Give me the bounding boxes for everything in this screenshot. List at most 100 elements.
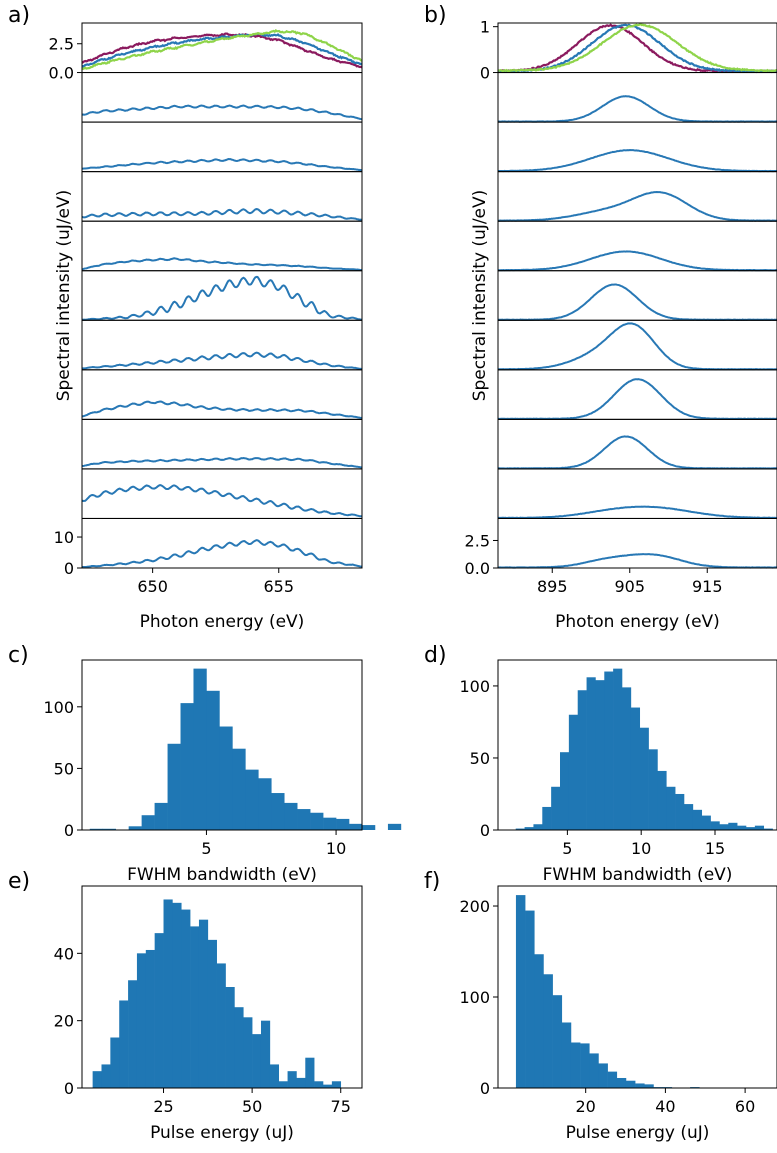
- x-axis-label: Photon energy (eV): [140, 612, 305, 632]
- spectrum-line: [81, 456, 363, 469]
- histogram-bar: [533, 824, 543, 830]
- histogram-bar: [207, 939, 217, 1088]
- y-tick-label: 50: [54, 759, 74, 778]
- panel-letter-d: d): [424, 643, 447, 668]
- spectrum-subplot: 01: [480, 18, 777, 83]
- histogram-bar: [754, 825, 765, 830]
- subplot-frame: [497, 319, 777, 371]
- y-tick-label: 0: [64, 821, 74, 840]
- spectrum-line: [497, 553, 777, 569]
- histogram-bar: [684, 804, 694, 830]
- histogram-bar: [323, 1084, 333, 1088]
- histogram-bar: [561, 1022, 572, 1088]
- spectrum-subplot: [81, 468, 363, 519]
- histogram-bar: [525, 910, 535, 1088]
- spectrum-subplot: [497, 171, 777, 222]
- subplot-frame: [497, 270, 777, 321]
- spectrum-line: [497, 435, 777, 470]
- histogram-bar: [269, 1064, 280, 1088]
- x-tick-label: 50: [242, 1097, 262, 1116]
- spectrum-line: [81, 208, 363, 221]
- histogram-bar: [154, 933, 164, 1088]
- subplot-frame: [81, 72, 363, 123]
- histogram-bar: [245, 769, 259, 830]
- histogram-bar: [190, 926, 200, 1088]
- histogram-bar: [110, 1037, 120, 1088]
- histogram-bar: [675, 793, 685, 830]
- histogram-bar: [260, 1020, 271, 1088]
- spectrum-subplot: [497, 220, 777, 272]
- y-tick-label: 0: [480, 1079, 490, 1098]
- y-tick-label: 100: [459, 677, 490, 696]
- spectrum-subplot: [81, 319, 363, 371]
- spectrum-subplot: [81, 220, 363, 272]
- x-axis-label: Pulse energy (uJ): [566, 1123, 710, 1143]
- histogram-bar: [630, 707, 641, 830]
- histogram-bar: [232, 748, 246, 830]
- spectrum-line-purple: [81, 32, 363, 69]
- spectrum-subplot: [497, 72, 777, 123]
- histogram-bar: [763, 828, 773, 830]
- spectrum-line: [81, 539, 363, 569]
- y-tick-label: 0: [480, 64, 490, 83]
- histogram-bar: [154, 802, 168, 830]
- histogram-bar: [349, 823, 363, 830]
- spectrum-line: [81, 351, 363, 370]
- spectrum-subplot: 0 10: [54, 517, 363, 578]
- subplot-frame: [497, 418, 777, 470]
- histogram-bar: [172, 902, 182, 1088]
- histogram-bar: [534, 954, 544, 1088]
- histogram-bar: [616, 1077, 627, 1088]
- histogram-bar: [607, 1071, 618, 1088]
- spectrum-line: [497, 250, 777, 272]
- histogram-bar: [314, 1081, 324, 1088]
- y-tick-label: 40: [54, 944, 74, 963]
- subplot-frame: [497, 22, 777, 74]
- subplot-frame: [497, 369, 777, 420]
- spectrum-line: [81, 257, 363, 271]
- histogram-bar: [570, 1042, 581, 1088]
- histogram-bar: [543, 974, 553, 1088]
- x-tick-label: 915: [692, 577, 723, 596]
- histogram-bar: [598, 1063, 608, 1088]
- histogram-bar: [728, 822, 738, 830]
- histogram-bar: [167, 743, 181, 830]
- histogram-bar: [568, 714, 579, 830]
- histogram-bar: [552, 995, 563, 1088]
- histogram-bar: [589, 1053, 599, 1088]
- spectrum-subplot: 0.02.5: [49, 22, 363, 83]
- panel-f-histogram: 20 40 60 0 100 200 Pulse energy (uJ): [459, 885, 777, 1143]
- x-tick-label: 10: [631, 839, 651, 858]
- y-tick-label: 0: [64, 1079, 74, 1098]
- histogram-bar: [305, 1057, 315, 1088]
- spectrum-line-green: [497, 23, 777, 73]
- panel-letter-f: f): [424, 869, 440, 894]
- histogram-bar: [163, 899, 173, 1088]
- subplot-frame: [81, 468, 363, 519]
- x-axis-label: FWHM bandwidth (eV): [543, 865, 733, 885]
- spectrum-subplot: [497, 418, 777, 470]
- spectrum-subplot: 0.02.5: [465, 517, 777, 578]
- histogram-bar: [635, 1083, 645, 1088]
- spectrum-line-green: [81, 29, 363, 70]
- spectrum-line: [81, 104, 363, 121]
- x-tick-label: 10: [326, 839, 346, 858]
- histogram-bar: [128, 980, 138, 1088]
- axes-frame: [497, 659, 777, 831]
- histogram-bar: [613, 668, 623, 830]
- subplot-frame: [497, 220, 777, 272]
- histogram-bar: [515, 895, 526, 1088]
- histogram-bar: [719, 824, 729, 830]
- histogram-bar: [136, 953, 147, 1088]
- histogram-bar: [198, 919, 209, 1088]
- spectrum-subplot: [497, 270, 777, 321]
- histogram-bar: [639, 727, 649, 830]
- histogram-bar: [180, 703, 194, 830]
- histogram-bar: [666, 786, 676, 830]
- subplot-frame: [81, 121, 363, 173]
- subplot-frame: [81, 517, 363, 569]
- x-axis-label: Pulse energy (uJ): [150, 1123, 294, 1143]
- spectrum-subplot: [497, 369, 777, 420]
- spectrum-line: [497, 283, 777, 321]
